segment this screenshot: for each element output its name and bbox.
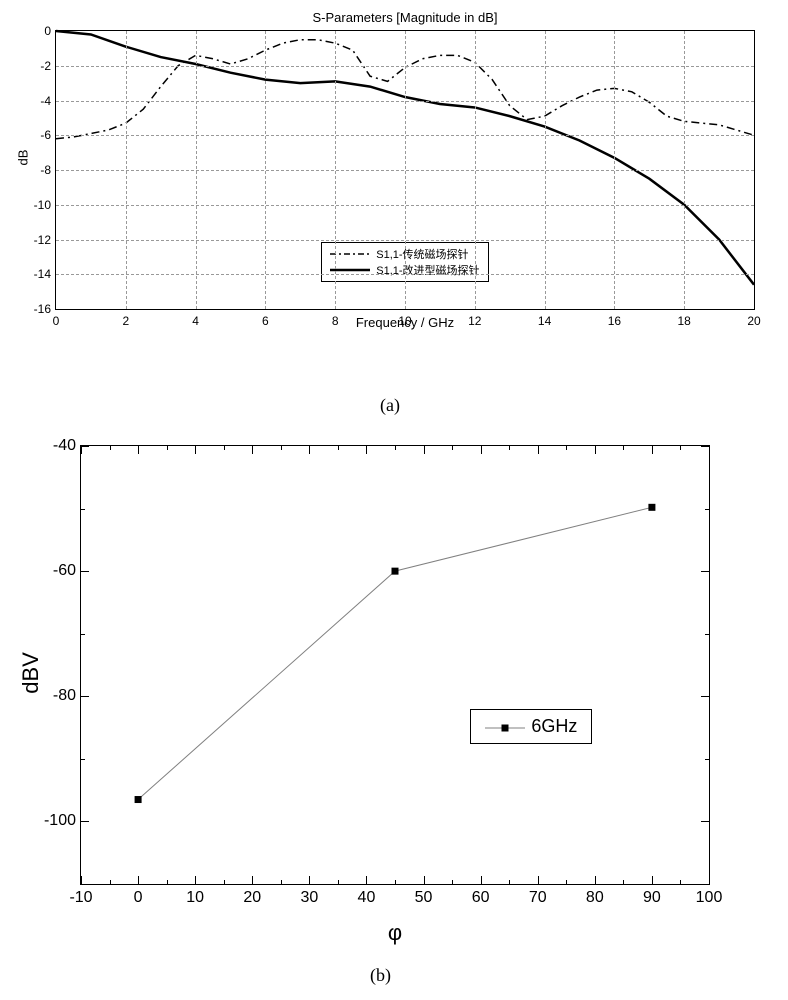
chart-a-subfig-label: (a) <box>380 395 400 416</box>
chart-b-xtick-label: 10 <box>186 884 204 907</box>
chart-b-svg <box>81 446 709 884</box>
chart-b-subfig-label: (b) <box>370 965 391 986</box>
chart-b-marker <box>135 796 142 803</box>
legend-label: 6GHz <box>531 716 577 737</box>
chart-b-plot: 6GHz -100-80-60-40-100102030405060708090… <box>80 445 710 885</box>
chart-b-xtick-label: 70 <box>529 884 547 907</box>
chart-a-ytick-label: -10 <box>34 198 56 212</box>
chart-a-container: S-Parameters [Magnitude in dB] S1,1-传统磁场… <box>55 10 755 350</box>
chart-b-xtick-label: 20 <box>243 884 261 907</box>
chart-a-ytick-label: -12 <box>34 233 56 247</box>
chart-b-marker <box>392 568 399 575</box>
chart-b-ylabel: dBV <box>18 652 44 694</box>
chart-b-xtick-label: 80 <box>586 884 604 907</box>
chart-b-xtick-label: 100 <box>696 884 723 907</box>
chart-a-ylabel: dB <box>15 150 30 166</box>
chart-b-ytick-label: -80 <box>53 687 81 705</box>
chart-b-ytick-label: -100 <box>44 812 81 830</box>
chart-b-xtick-label: 90 <box>643 884 661 907</box>
chart-a-ytick-label: 0 <box>44 24 56 38</box>
chart-a-ytick-label: -14 <box>34 267 56 281</box>
chart-b-xtick-label: 0 <box>134 884 143 907</box>
chart-a-ytick-label: -4 <box>40 94 56 108</box>
chart-b-legend: 6GHz <box>470 709 592 744</box>
chart-b-xtick-label: -10 <box>69 884 92 907</box>
chart-b-series-path <box>138 507 652 799</box>
chart-b-xtick-label: 30 <box>300 884 318 907</box>
chart-a-ytick-label: -6 <box>40 128 56 142</box>
legend-row: 6GHz <box>485 716 577 737</box>
chart-b-xtick-label: 40 <box>358 884 376 907</box>
chart-a-title: S-Parameters [Magnitude in dB] <box>55 10 755 25</box>
chart-a-xlabel: Frequency / GHz <box>55 315 755 330</box>
chart-b-xlabel: φ <box>80 920 710 946</box>
chart-a-plot: S1,1-传统磁场探针S1,1-改进型磁场探针 -16-14-12-10-8-6… <box>55 30 755 310</box>
chart-b-ytick-label: -40 <box>53 437 81 455</box>
chart-b-xtick-label: 60 <box>472 884 490 907</box>
chart-b-ytick-label: -60 <box>53 562 81 580</box>
legend-label: S1,1-传统磁场探针 <box>376 246 468 262</box>
chart-a-ytick-label: -2 <box>40 59 56 73</box>
chart-b-xtick-label: 50 <box>415 884 433 907</box>
legend-label: S1,1-改进型磁场探针 <box>376 262 479 278</box>
chart-a-ytick-label: -8 <box>40 163 56 177</box>
chart-b-container: 6GHz -100-80-60-40-100102030405060708090… <box>80 445 710 945</box>
chart-b-marker <box>648 504 655 511</box>
